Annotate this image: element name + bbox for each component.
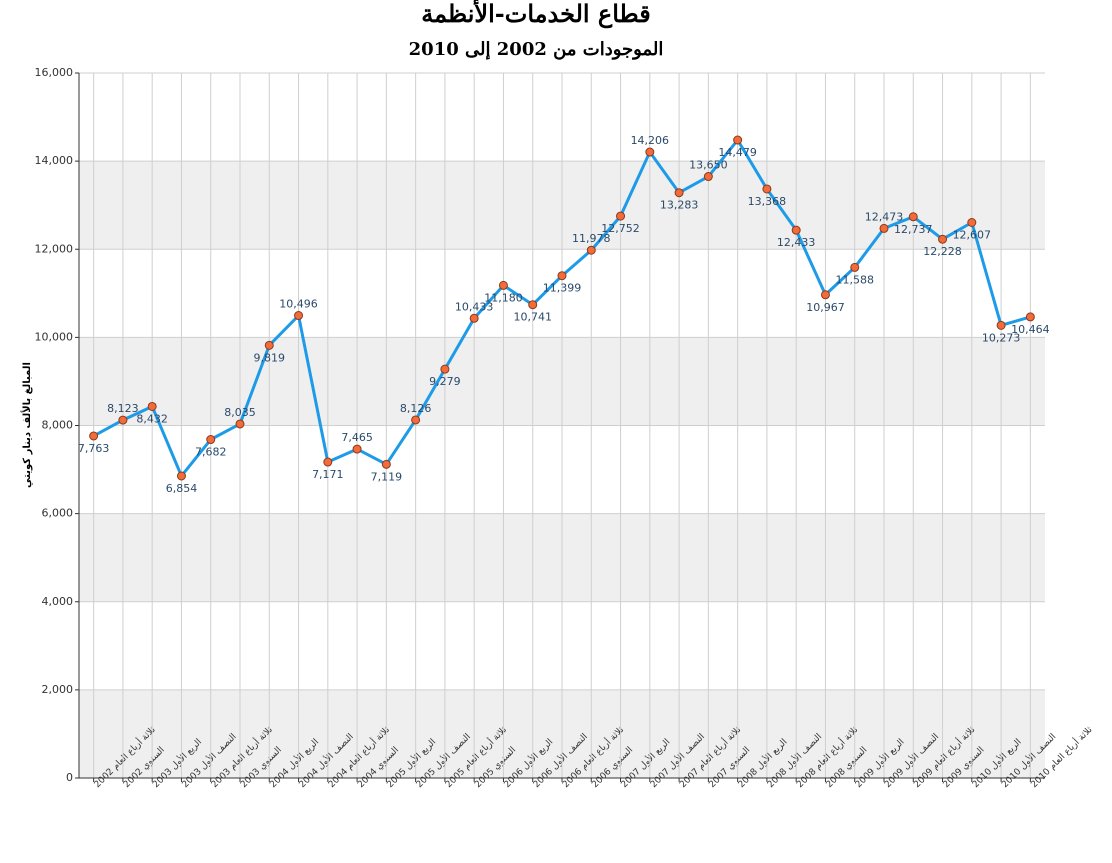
y-tick-label: 0 [66, 771, 73, 784]
data-point [118, 415, 128, 425]
y-tick-label: 4,000 [42, 595, 74, 608]
data-point [1025, 312, 1035, 322]
value-label: 10,496 [279, 298, 318, 311]
value-label: 11,978 [572, 232, 611, 245]
value-label: 11,588 [835, 273, 874, 286]
value-label: 7,465 [341, 431, 373, 444]
value-label: 7,171 [312, 468, 344, 481]
value-label: 9,819 [254, 351, 286, 364]
y-tick-label: 14,000 [35, 154, 74, 167]
value-label: 6,854 [166, 482, 198, 495]
data-point [879, 223, 889, 233]
data-point [557, 271, 567, 281]
data-point [967, 218, 977, 228]
data-point [294, 311, 304, 321]
y-axis-title: المبالغ بالألف دينار كويتي [20, 362, 33, 488]
value-label: 13,368 [748, 195, 787, 208]
data-point [469, 313, 479, 323]
value-label: 14,479 [718, 146, 757, 159]
data-point [89, 431, 99, 441]
value-label: 11,180 [484, 291, 523, 304]
value-label: 13,283 [660, 199, 699, 212]
y-tick-label: 16,000 [35, 66, 74, 79]
chart-title: قطاع الخدمات-الأنظمة [421, 0, 650, 29]
data-point [440, 364, 450, 374]
value-label: 9,279 [429, 375, 461, 388]
value-label: 8,126 [400, 402, 432, 415]
value-label: 10,464 [1011, 323, 1050, 336]
value-label: 13,650 [689, 159, 728, 172]
value-label: 11,399 [543, 282, 582, 295]
data-point [586, 245, 596, 255]
value-label: 7,763 [78, 442, 110, 455]
data-point [352, 444, 362, 454]
data-point [616, 211, 626, 221]
data-point [703, 172, 713, 182]
y-tick-label: 10,000 [35, 330, 74, 343]
y-tick-label: 2,000 [42, 683, 74, 696]
data-point [850, 262, 860, 272]
value-label: 7,682 [195, 446, 227, 459]
data-point [235, 419, 245, 429]
data-point [206, 435, 216, 445]
data-point [645, 147, 655, 157]
value-label: 12,607 [953, 229, 992, 242]
chart-subtitle: الموجودات من 2002 إلى 2010 [409, 39, 664, 60]
data-point [733, 135, 743, 145]
data-point [762, 184, 772, 194]
y-tick-label: 12,000 [35, 242, 74, 255]
value-label: 14,206 [631, 134, 670, 147]
y-tick-label: 8,000 [42, 419, 74, 432]
value-label: 10,273 [982, 331, 1021, 344]
data-point [908, 212, 918, 222]
value-label: 10,741 [513, 311, 552, 324]
data-point [264, 340, 274, 350]
data-point [323, 457, 333, 467]
value-label: 8,123 [107, 402, 139, 415]
data-point [674, 188, 684, 198]
data-point [528, 300, 538, 310]
value-label: 12,752 [601, 222, 640, 235]
value-label: 12,433 [777, 236, 816, 249]
data-point [176, 471, 186, 481]
value-label: 10,433 [455, 300, 494, 313]
data-point [498, 280, 508, 290]
value-label: 8,432 [136, 412, 168, 425]
data-point [996, 320, 1006, 330]
data-point [381, 459, 391, 469]
value-label: 10,967 [806, 301, 845, 314]
data-point [791, 225, 801, 235]
value-label: 7,119 [371, 470, 403, 483]
value-label: 8,035 [224, 406, 256, 419]
data-point [820, 290, 830, 300]
value-label: 12,737 [894, 223, 933, 236]
data-point [411, 415, 421, 425]
value-label: 12,473 [865, 210, 904, 223]
value-label: 12,228 [923, 245, 962, 258]
y-tick-label: 6,000 [42, 507, 74, 520]
data-point [938, 234, 948, 244]
data-point [147, 401, 157, 411]
